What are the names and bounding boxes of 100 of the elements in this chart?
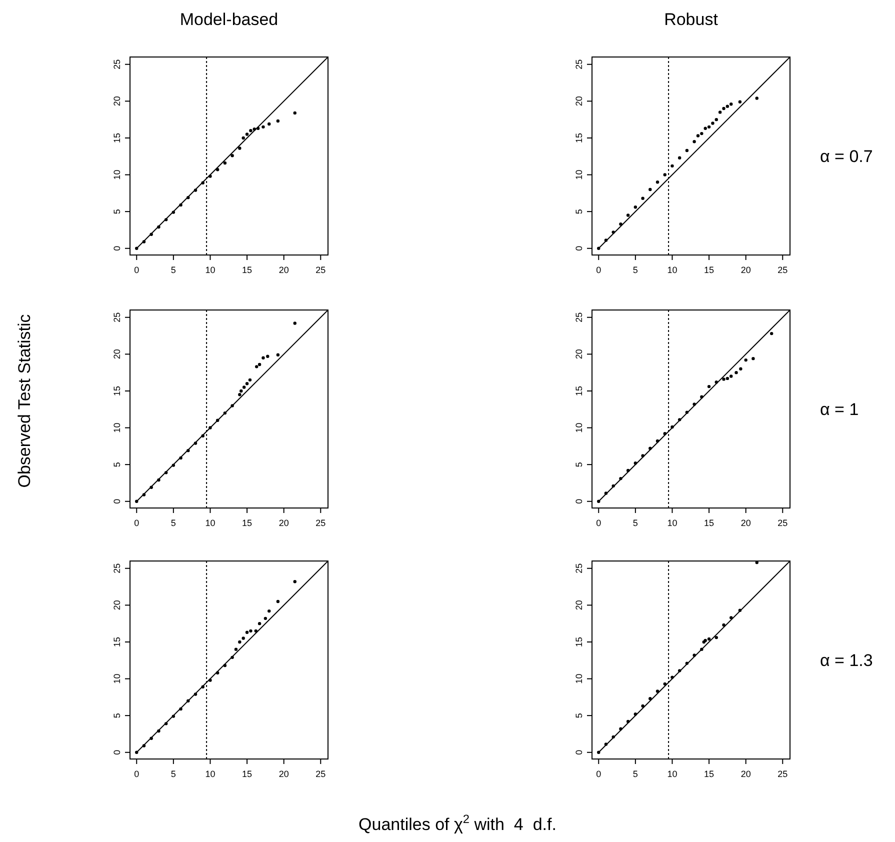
point xyxy=(293,322,296,325)
y-tick-label: 25 xyxy=(112,563,122,574)
x-tick-label: 0 xyxy=(134,265,140,275)
point xyxy=(242,386,246,389)
y-tick-label: 10 xyxy=(112,674,122,684)
point xyxy=(648,188,652,192)
point xyxy=(722,623,726,627)
x-tick-label: 0 xyxy=(596,518,602,528)
y-tick-label: 10 xyxy=(112,170,122,180)
point xyxy=(730,616,733,620)
y-tick-label: 5 xyxy=(574,713,584,718)
x-tick-label: 5 xyxy=(170,518,176,528)
y-tick-label: 15 xyxy=(574,132,584,143)
point xyxy=(718,110,722,114)
point xyxy=(678,156,682,160)
y-tick-label: 15 xyxy=(112,386,122,396)
point xyxy=(707,125,711,129)
y-tick-label: 20 xyxy=(574,349,584,360)
point xyxy=(744,358,748,362)
point xyxy=(245,132,249,136)
point xyxy=(249,629,252,633)
point xyxy=(238,640,242,644)
point xyxy=(634,206,638,209)
x-tick-label: 5 xyxy=(170,265,176,275)
x-tick-label: 10 xyxy=(667,518,678,528)
x-tick-label: 10 xyxy=(667,265,678,275)
point xyxy=(266,354,270,358)
x-tick-label: 25 xyxy=(778,265,788,275)
point xyxy=(619,222,622,226)
point xyxy=(230,154,234,158)
point xyxy=(714,118,718,122)
point xyxy=(663,173,666,176)
point xyxy=(238,146,242,150)
y-tick-label: 20 xyxy=(574,96,584,106)
point xyxy=(730,374,733,378)
point xyxy=(752,356,755,360)
x-tick-label: 25 xyxy=(316,769,326,779)
y-axis-title: Observed Test Statistic xyxy=(15,314,34,488)
point xyxy=(641,196,644,200)
x-tick-label: 20 xyxy=(278,769,289,779)
y-tick-label: 20 xyxy=(574,600,584,610)
point xyxy=(656,690,660,693)
x-tick-label: 15 xyxy=(704,265,714,275)
y-tick-label: 20 xyxy=(112,600,122,610)
x-tick-label: 25 xyxy=(316,265,326,275)
point xyxy=(276,119,280,123)
chart-title: Model-based xyxy=(180,10,278,29)
y-tick-label: 15 xyxy=(574,386,584,396)
y-tick-label: 0 xyxy=(112,498,122,504)
y-tick-label: 15 xyxy=(112,636,122,647)
y-tick-label: 0 xyxy=(574,750,584,755)
y-tick-label: 25 xyxy=(112,312,122,322)
point xyxy=(245,630,249,634)
x-tick-label: 10 xyxy=(205,265,216,275)
x-tick-label: 0 xyxy=(596,265,602,275)
text: α = 1.3 xyxy=(820,651,873,670)
y-tick-label: 25 xyxy=(574,59,584,70)
x-tick-label: 10 xyxy=(205,769,216,779)
point xyxy=(755,561,758,564)
point xyxy=(264,616,268,620)
y-tick-label: 15 xyxy=(112,132,122,143)
x-tick-label: 10 xyxy=(667,769,678,779)
point xyxy=(770,332,774,336)
point xyxy=(262,125,265,129)
point xyxy=(722,378,726,381)
x-tick-label: 0 xyxy=(134,769,140,779)
point xyxy=(223,161,227,165)
point xyxy=(755,96,758,100)
point xyxy=(704,126,707,130)
x-tick-label: 25 xyxy=(778,518,788,528)
point xyxy=(240,389,243,393)
point xyxy=(700,132,704,136)
y-tick-label: 20 xyxy=(112,349,122,360)
point xyxy=(276,353,280,356)
y-tick-label: 10 xyxy=(574,170,584,180)
x-tick-label: 5 xyxy=(632,265,638,275)
point xyxy=(258,362,262,366)
y-tick-label: 25 xyxy=(574,563,584,574)
point xyxy=(242,136,245,140)
point xyxy=(293,111,296,115)
point xyxy=(249,129,252,132)
point xyxy=(255,365,258,368)
point xyxy=(626,214,630,217)
point xyxy=(692,140,696,144)
chart-title: Robust xyxy=(664,10,718,29)
y-tick-label: 15 xyxy=(574,636,584,647)
point xyxy=(262,356,265,360)
x-tick-label: 20 xyxy=(278,518,289,528)
x-tick-label: 20 xyxy=(740,518,751,528)
point xyxy=(722,106,726,110)
x-tick-label: 5 xyxy=(170,769,176,779)
point xyxy=(730,102,733,106)
y-tick-label: 0 xyxy=(112,246,122,251)
point xyxy=(268,609,271,613)
y-tick-label: 0 xyxy=(574,246,584,251)
x-tick-label: 0 xyxy=(596,769,602,779)
y-tick-label: 10 xyxy=(112,422,122,433)
x-tick-label: 25 xyxy=(778,769,788,779)
x-tick-label: 25 xyxy=(316,518,326,528)
point xyxy=(726,376,730,380)
